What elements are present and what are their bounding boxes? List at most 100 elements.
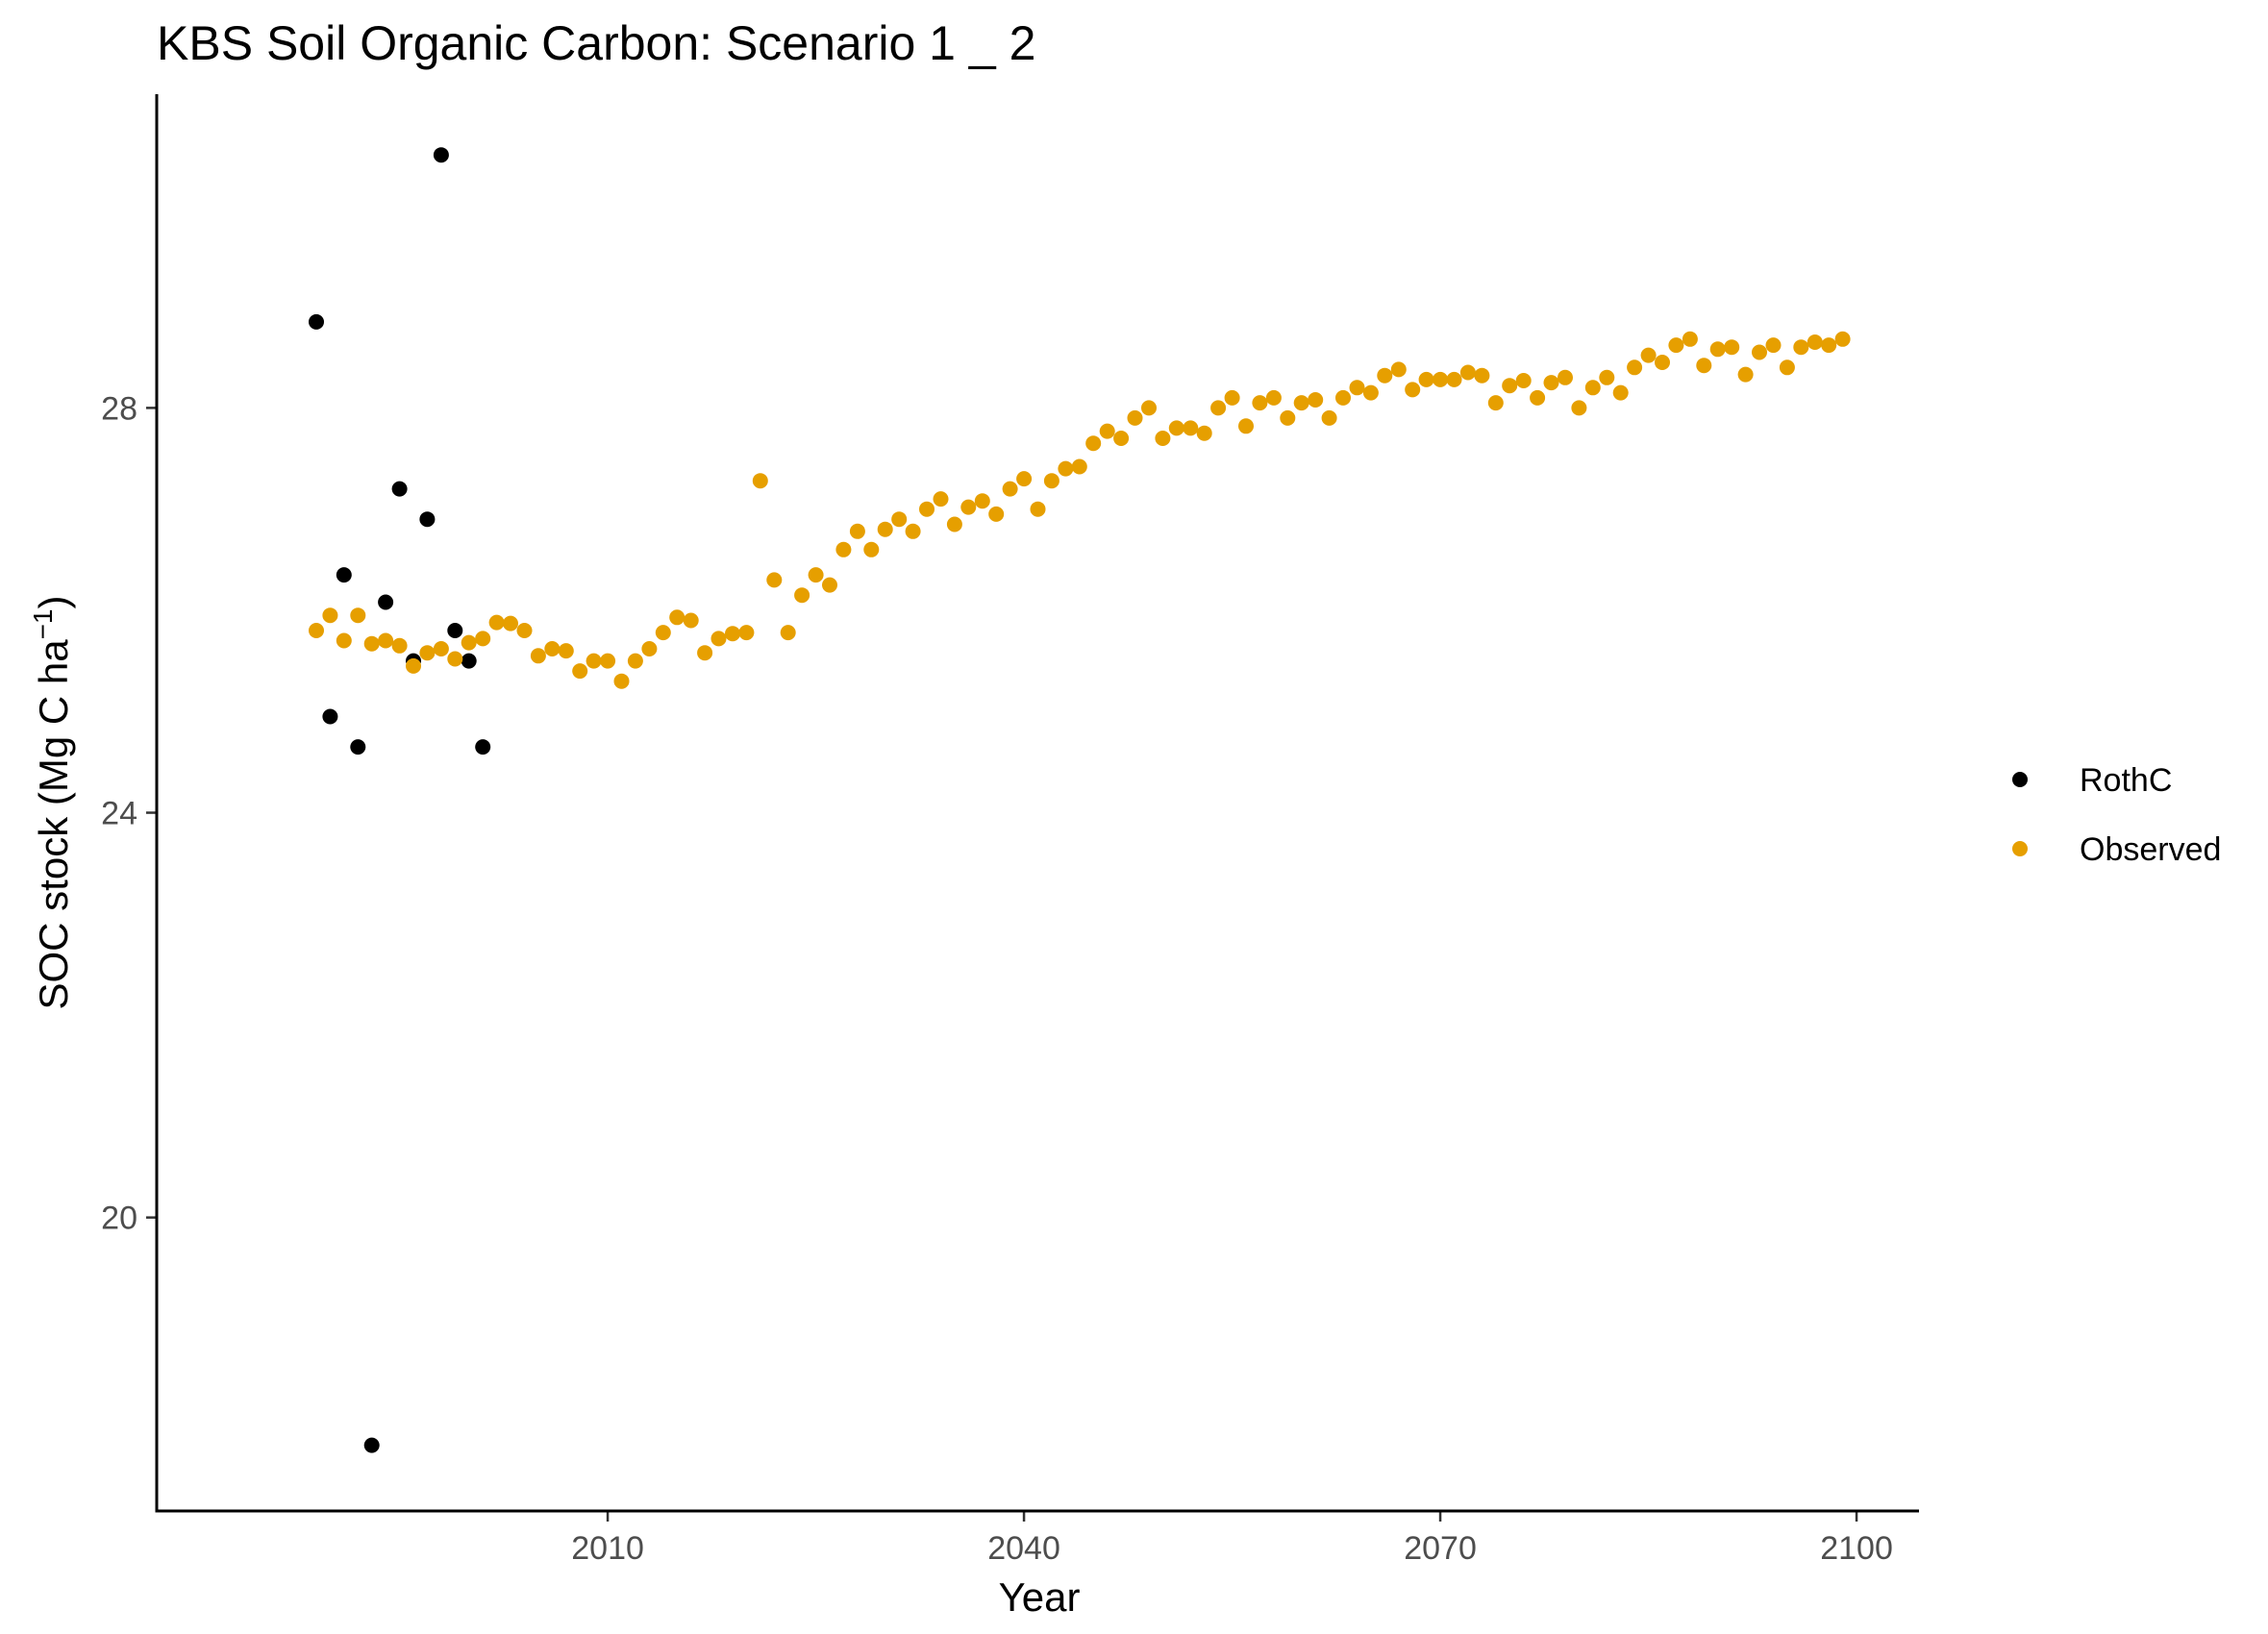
- data-point-observed: [808, 567, 824, 583]
- data-point-observed: [1612, 384, 1629, 401]
- data-point-rothc: [363, 1437, 380, 1453]
- legend-key-rothc: [2012, 772, 2028, 787]
- data-point-observed: [544, 641, 561, 656]
- data-point-observed: [1362, 384, 1379, 401]
- data-point-observed: [1474, 367, 1490, 384]
- data-point-observed: [1709, 341, 1726, 358]
- data-point-observed: [835, 541, 852, 557]
- data-point-observed: [1737, 366, 1754, 383]
- data-point-observed: [863, 541, 880, 557]
- data-point-observed: [960, 499, 977, 515]
- data-point-observed: [1016, 471, 1033, 487]
- data-point-rothc: [378, 594, 394, 610]
- data-point-observed: [475, 631, 491, 647]
- data-point-observed: [1765, 337, 1782, 354]
- data-point-observed: [1724, 339, 1740, 356]
- data-point-observed: [780, 625, 796, 641]
- data-point-observed: [1515, 373, 1532, 388]
- data-point-observed: [1779, 359, 1795, 376]
- data-point-observed: [1238, 418, 1254, 434]
- x-tick-label: 2010: [571, 1530, 644, 1567]
- data-point-observed: [1807, 334, 1823, 350]
- data-point-observed: [794, 587, 810, 604]
- data-point-observed: [725, 626, 740, 642]
- data-point-rothc: [447, 623, 463, 638]
- x-axis-title: Year: [999, 1574, 1081, 1620]
- data-point-observed: [1655, 355, 1670, 370]
- data-point-observed: [1099, 423, 1115, 439]
- data-point-observed: [322, 607, 338, 624]
- data-point-observed: [1335, 389, 1351, 406]
- data-point-observed: [1682, 331, 1698, 347]
- data-point-observed: [933, 491, 949, 508]
- data-point-observed: [530, 648, 546, 664]
- data-point-observed: [752, 473, 768, 489]
- data-point-observed: [766, 572, 783, 588]
- data-point-observed: [1696, 358, 1712, 374]
- data-point-observed: [378, 632, 394, 649]
- x-tick-label: 2040: [987, 1530, 1060, 1567]
- legend: RothC Observed: [2012, 762, 2221, 868]
- data-point-observed: [1502, 378, 1518, 394]
- data-point-observed: [655, 625, 671, 641]
- data-point-observed: [1584, 380, 1601, 396]
- data-point-observed: [433, 641, 449, 656]
- data-point-observed: [1543, 375, 1559, 391]
- data-point-observed: [1002, 481, 1018, 497]
- data-point-observed: [1252, 395, 1268, 411]
- y-tick-label: 20: [101, 1201, 137, 1237]
- data-point-observed: [1459, 364, 1476, 381]
- data-point-observed: [503, 615, 518, 631]
- x-tick-label: 2100: [1820, 1530, 1893, 1567]
- data-point-observed: [849, 523, 865, 539]
- data-point-observed: [1599, 369, 1615, 385]
- data-point-observed: [1752, 344, 1767, 360]
- data-point-observed: [391, 637, 408, 654]
- data-point-observed: [1168, 420, 1184, 436]
- data-point-observed: [1043, 473, 1059, 489]
- data-points: [309, 147, 1851, 1453]
- y-axis-ticks: 20 24 28: [101, 390, 157, 1237]
- data-point-observed: [1085, 435, 1102, 452]
- data-point-observed: [1196, 425, 1212, 441]
- data-point-observed: [516, 623, 533, 638]
- data-point-rothc: [419, 511, 436, 528]
- data-point-observed: [669, 609, 685, 626]
- data-point-observed: [738, 625, 755, 641]
- x-tick-label: 2070: [1404, 1530, 1477, 1567]
- data-point-observed: [1390, 361, 1407, 378]
- data-point-observed: [613, 673, 630, 689]
- data-point-observed: [1834, 331, 1851, 347]
- data-point-rothc: [350, 739, 366, 755]
- data-point-observed: [350, 607, 366, 624]
- data-point-observed: [822, 577, 837, 593]
- y-tick-label: 28: [101, 390, 137, 427]
- data-point-observed: [1321, 409, 1337, 426]
- data-point-observed: [905, 523, 921, 539]
- legend-label-rothc: RothC: [2080, 762, 2172, 799]
- data-point-observed: [1405, 382, 1421, 398]
- data-point-observed: [1349, 380, 1365, 396]
- legend-key-observed: [2012, 841, 2028, 856]
- data-point-rothc: [322, 708, 338, 725]
- data-point-observed: [461, 634, 477, 651]
- data-point-observed: [988, 506, 1005, 522]
- data-point-observed: [877, 521, 893, 537]
- data-point-observed: [1280, 409, 1296, 426]
- data-point-observed: [1058, 460, 1074, 477]
- data-point-rothc: [309, 313, 324, 330]
- data-point-observed: [974, 493, 990, 509]
- data-point-observed: [1418, 371, 1434, 387]
- data-point-observed: [1210, 400, 1227, 416]
- data-point-rothc: [475, 739, 491, 755]
- data-point-observed: [558, 643, 574, 659]
- data-point-observed: [1793, 339, 1809, 356]
- data-point-observed: [1446, 371, 1462, 387]
- data-point-observed: [1433, 371, 1449, 387]
- data-point-observed: [1113, 431, 1130, 446]
- data-point-observed: [572, 663, 588, 680]
- data-point-observed: [1030, 501, 1046, 517]
- data-point-observed: [447, 651, 463, 667]
- data-point-observed: [1127, 409, 1143, 426]
